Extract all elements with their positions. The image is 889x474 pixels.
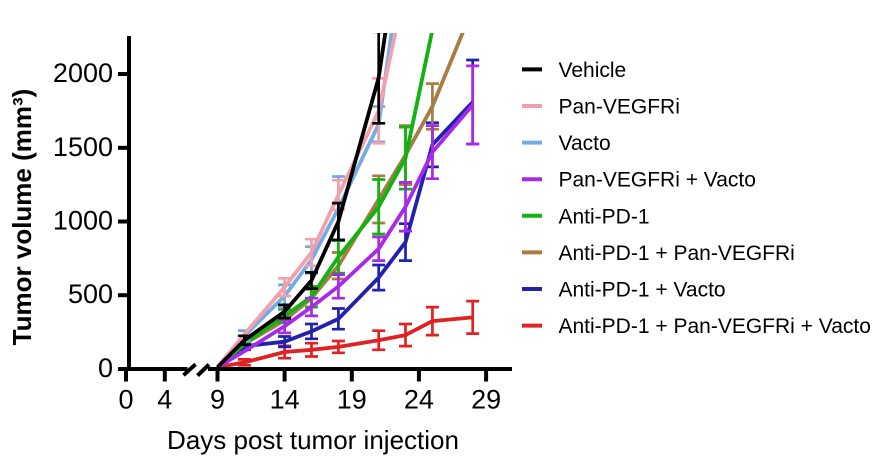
svg-text:Tumor volume (mm³): Tumor volume (mm³) [7,89,37,346]
svg-text:29: 29 [471,385,501,415]
svg-text:Days post tumor injection: Days post tumor injection [167,425,459,455]
svg-text:Anti-PD-1: Anti-PD-1 [559,205,650,228]
svg-text:14: 14 [270,385,300,415]
svg-text:2000: 2000 [53,58,113,88]
svg-text:0: 0 [118,385,133,415]
svg-text:0: 0 [98,353,113,383]
svg-text:Vacto: Vacto [559,132,611,155]
svg-text:1500: 1500 [53,132,113,162]
svg-text:Anti-PD-1 + Pan-VEGFRi + Vacto: Anti-PD-1 + Pan-VEGFRi + Vacto [559,315,871,338]
svg-text:19: 19 [337,385,367,415]
svg-text:Pan-VEGFRi: Pan-VEGFRi [559,96,680,119]
svg-text:Anti-PD-1 + Pan-VEGFRi: Anti-PD-1 + Pan-VEGFRi [559,242,795,265]
svg-text:1000: 1000 [53,206,113,236]
svg-text:24: 24 [404,385,434,415]
svg-text:Pan-VEGFRi + Vacto: Pan-VEGFRi + Vacto [559,169,756,192]
svg-text:9: 9 [210,385,225,415]
svg-text:Anti-PD-1 + Vacto: Anti-PD-1 + Vacto [559,279,726,302]
svg-text:500: 500 [68,279,113,309]
svg-text:4: 4 [157,385,172,415]
svg-text:Vehicle: Vehicle [559,59,627,82]
